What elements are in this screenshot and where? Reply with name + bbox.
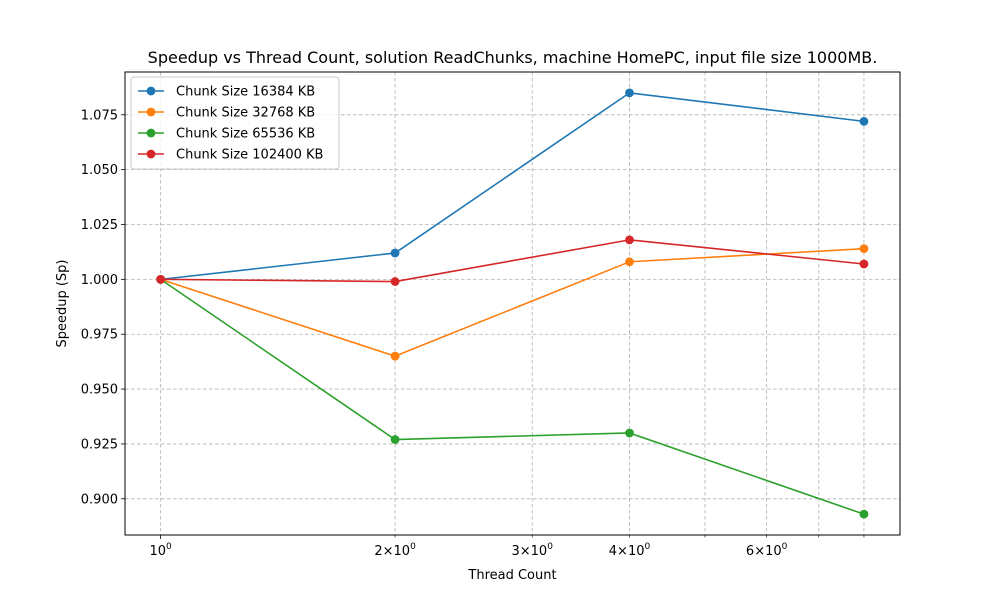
series-line-0 xyxy=(160,92,865,281)
data-point xyxy=(390,351,400,361)
x-axis-label: Thread Count xyxy=(467,568,556,583)
y-axis-ticks: 0.900 0.925 0.950 0.975 1.000 1.025 1.050 1.075 xyxy=(81,108,125,507)
data-point xyxy=(859,116,869,126)
data-point xyxy=(390,435,400,444)
legend-marker xyxy=(146,86,156,96)
legend-label: Chunk Size 102400 KB xyxy=(176,148,323,163)
legend-label: Chunk Size 32768 KB xyxy=(176,106,315,121)
data-point xyxy=(859,509,869,519)
y-axis-label: Speedup (Sp) xyxy=(55,259,70,347)
data-point xyxy=(859,244,869,254)
y-tick-label: 1.075 xyxy=(81,108,118,123)
legend-marker xyxy=(146,128,156,138)
data-point xyxy=(625,428,634,438)
x-axis-ticks: 100 2×100 3×100 4×100 6×100 xyxy=(149,535,865,559)
data-point xyxy=(859,259,869,269)
legend-marker xyxy=(146,107,156,117)
times-sign: × xyxy=(617,544,628,559)
x-minor-tick-label: 2×100 xyxy=(374,542,416,559)
y-tick-label: 0.950 xyxy=(81,383,118,398)
data-point xyxy=(390,248,400,258)
times-sign: × xyxy=(754,544,765,559)
times-sign: × xyxy=(520,544,531,559)
legend-box xyxy=(130,76,340,170)
data-point xyxy=(156,274,166,284)
data-point xyxy=(625,235,634,245)
data-point xyxy=(625,257,634,267)
y-tick-label: 0.925 xyxy=(81,437,118,452)
y-tick-label: 0.975 xyxy=(81,328,118,343)
series-line-3 xyxy=(160,239,865,283)
grid-lines xyxy=(125,72,900,535)
legend: Chunk Size 16384 KB Chunk Size 32768 KB Ch… xyxy=(130,76,340,170)
data-point xyxy=(625,88,634,98)
legend-label: Chunk Size 16384 KB xyxy=(176,85,315,100)
y-tick-label: 1.025 xyxy=(81,218,118,233)
series-line-1 xyxy=(160,247,864,357)
y-tick-label: 0.900 xyxy=(81,492,118,507)
series-lines xyxy=(156,88,869,519)
plot-area xyxy=(124,71,901,536)
data-point xyxy=(390,277,400,286)
y-tick-label: 1.050 xyxy=(81,163,118,178)
times-sign: × xyxy=(383,544,394,559)
legend-label: Chunk Size 65536 KB xyxy=(176,127,315,142)
x-tick-label: 100 xyxy=(149,542,172,559)
chart-title: Speedup vs Thread Count, solution ReadCh… xyxy=(148,48,878,67)
legend-marker xyxy=(146,149,156,159)
x-minor-tick-label: 6×100 xyxy=(746,542,788,559)
series-line-2 xyxy=(160,278,865,515)
y-tick-label: 1.000 xyxy=(81,273,118,288)
x-minor-tick-label: 3×100 xyxy=(511,542,553,559)
x-minor-tick-label: 4×100 xyxy=(609,542,651,559)
